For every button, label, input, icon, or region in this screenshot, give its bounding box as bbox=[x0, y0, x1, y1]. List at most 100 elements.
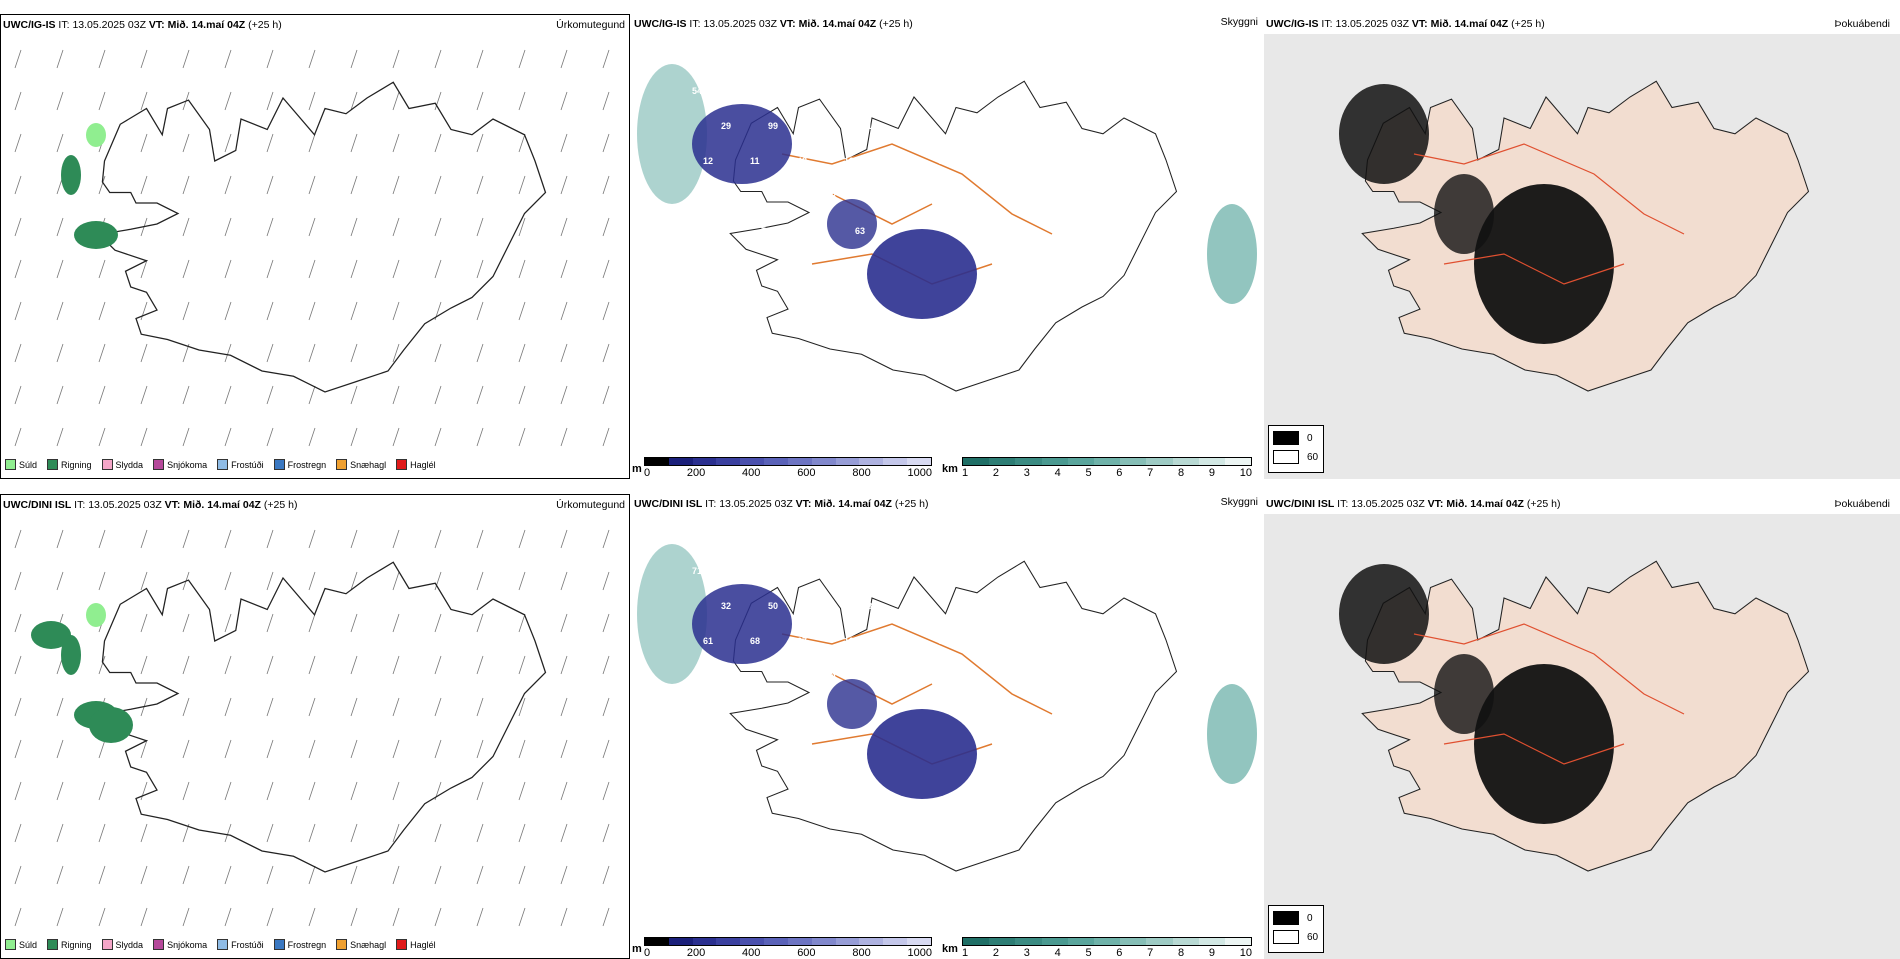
low-visibility-area bbox=[1207, 684, 1257, 784]
wind-barb bbox=[140, 385, 148, 405]
fog-legend: 0 60 bbox=[1268, 425, 1324, 473]
wind-barb bbox=[518, 91, 526, 111]
visibility-value: 58 bbox=[873, 191, 883, 201]
wind-barb bbox=[56, 49, 64, 69]
fog-panel-bottom: UWC/DINI ISL IT: 13.05.2025 03Z VT: Mið.… bbox=[1264, 494, 1900, 959]
colorbar-tick: 2 bbox=[992, 467, 999, 479]
wind-barb bbox=[350, 613, 358, 633]
wind-barb bbox=[560, 697, 568, 717]
wind-barb bbox=[224, 385, 232, 405]
wind-barb bbox=[602, 91, 610, 111]
wind-barb bbox=[602, 259, 610, 279]
visibility-value: 62 bbox=[786, 566, 796, 576]
legend-label: Snjókoma bbox=[167, 939, 208, 950]
legend-item: Súld bbox=[5, 459, 37, 470]
wind-barb bbox=[98, 49, 106, 69]
visibility-colorbar: 1 2 3 4 5 6 7 8 9 10 bbox=[962, 457, 1252, 479]
wind-barb bbox=[476, 739, 484, 759]
wind-barb bbox=[140, 907, 148, 927]
wind-barb bbox=[350, 865, 358, 885]
wind-barb bbox=[56, 91, 64, 111]
wind-barb bbox=[224, 91, 232, 111]
wind-barb bbox=[602, 697, 610, 717]
wind-barb bbox=[56, 427, 64, 447]
wind-barb bbox=[140, 529, 148, 549]
legend-item: Snæhagl bbox=[336, 939, 386, 950]
wind-barb bbox=[434, 427, 442, 447]
legend-swatch bbox=[153, 459, 165, 470]
wind-barb bbox=[434, 385, 442, 405]
wind-barb bbox=[518, 259, 526, 279]
wind-barb bbox=[518, 613, 526, 633]
wind-barb bbox=[266, 259, 274, 279]
wind-barb bbox=[350, 91, 358, 111]
wind-barb bbox=[308, 739, 316, 759]
colorbar-tick: 600 bbox=[797, 947, 816, 959]
wind-barb bbox=[476, 175, 484, 195]
wind-barb bbox=[14, 655, 22, 675]
wind-barb bbox=[224, 217, 232, 237]
visibility-value: 74 bbox=[880, 86, 890, 96]
wind-barb bbox=[266, 133, 274, 153]
visibility-value: 48 bbox=[797, 156, 807, 166]
legend-label: Slydda bbox=[115, 939, 144, 950]
wind-barb bbox=[182, 49, 190, 69]
wind-barb bbox=[434, 739, 442, 759]
wind-barb bbox=[14, 133, 22, 153]
wind-barb bbox=[182, 427, 190, 447]
rain-area bbox=[89, 707, 133, 743]
wind-barb bbox=[266, 427, 274, 447]
panel-title: UWC/DINI ISL IT: 13.05.2025 03Z VT: Mið.… bbox=[3, 499, 298, 511]
wind-barb bbox=[602, 823, 610, 843]
drizzle-area bbox=[86, 603, 106, 627]
visibility-value: 32 bbox=[721, 601, 731, 611]
wind-barb bbox=[266, 697, 274, 717]
wind-barb bbox=[224, 739, 232, 759]
coastline bbox=[97, 561, 547, 873]
roads bbox=[1413, 623, 1685, 765]
wind-barb bbox=[392, 133, 400, 153]
low-cloud-area bbox=[867, 709, 977, 799]
wind-barb bbox=[98, 571, 106, 591]
fog-area bbox=[1434, 174, 1494, 254]
legend-item: Frostregn bbox=[273, 939, 326, 950]
visibility-value: 50 bbox=[768, 601, 778, 611]
wind-barb bbox=[140, 175, 148, 195]
visibility-value: 74 bbox=[956, 601, 966, 611]
low-cloud-area bbox=[827, 679, 877, 729]
visibility-value: 64 bbox=[833, 86, 843, 96]
fog-panel-top: UWC/IG-IS IT: 13.05.2025 03Z VT: Mið. 14… bbox=[1264, 14, 1900, 479]
wind-barb bbox=[602, 739, 610, 759]
wind-barb bbox=[350, 49, 358, 69]
legend-label: Snæhagl bbox=[350, 459, 387, 470]
wind-barb bbox=[140, 427, 148, 447]
legend-swatch bbox=[153, 939, 165, 950]
wind-barb bbox=[518, 217, 526, 237]
wind-barb bbox=[182, 655, 190, 675]
wind-barb bbox=[518, 697, 526, 717]
legend-swatch bbox=[5, 459, 16, 470]
visibility-value: 71 bbox=[692, 566, 702, 576]
wind-barb bbox=[308, 529, 316, 549]
legend-swatch bbox=[336, 939, 348, 950]
colorbar-tick: 10 bbox=[1239, 947, 1252, 959]
wind-barb bbox=[350, 301, 358, 321]
wind-barb bbox=[602, 217, 610, 237]
wind-barb bbox=[224, 613, 232, 633]
wind-barb bbox=[476, 343, 484, 363]
visibility-value: 79 bbox=[967, 191, 977, 201]
wind-barb bbox=[56, 781, 64, 801]
wind-barb bbox=[182, 343, 190, 363]
iceland-map bbox=[1264, 514, 1900, 959]
wind-barb bbox=[182, 823, 190, 843]
wind-barb bbox=[476, 301, 484, 321]
wind-barb bbox=[56, 697, 64, 717]
wind-barb bbox=[98, 343, 106, 363]
wind-barb bbox=[14, 301, 22, 321]
visibility-value: 68 bbox=[826, 191, 836, 201]
wind-barb bbox=[56, 823, 64, 843]
colorbar-tick: 800 bbox=[852, 947, 871, 959]
legend-label: Rigning bbox=[61, 939, 92, 950]
fog-area bbox=[1339, 84, 1429, 184]
wind-barb bbox=[602, 49, 610, 69]
